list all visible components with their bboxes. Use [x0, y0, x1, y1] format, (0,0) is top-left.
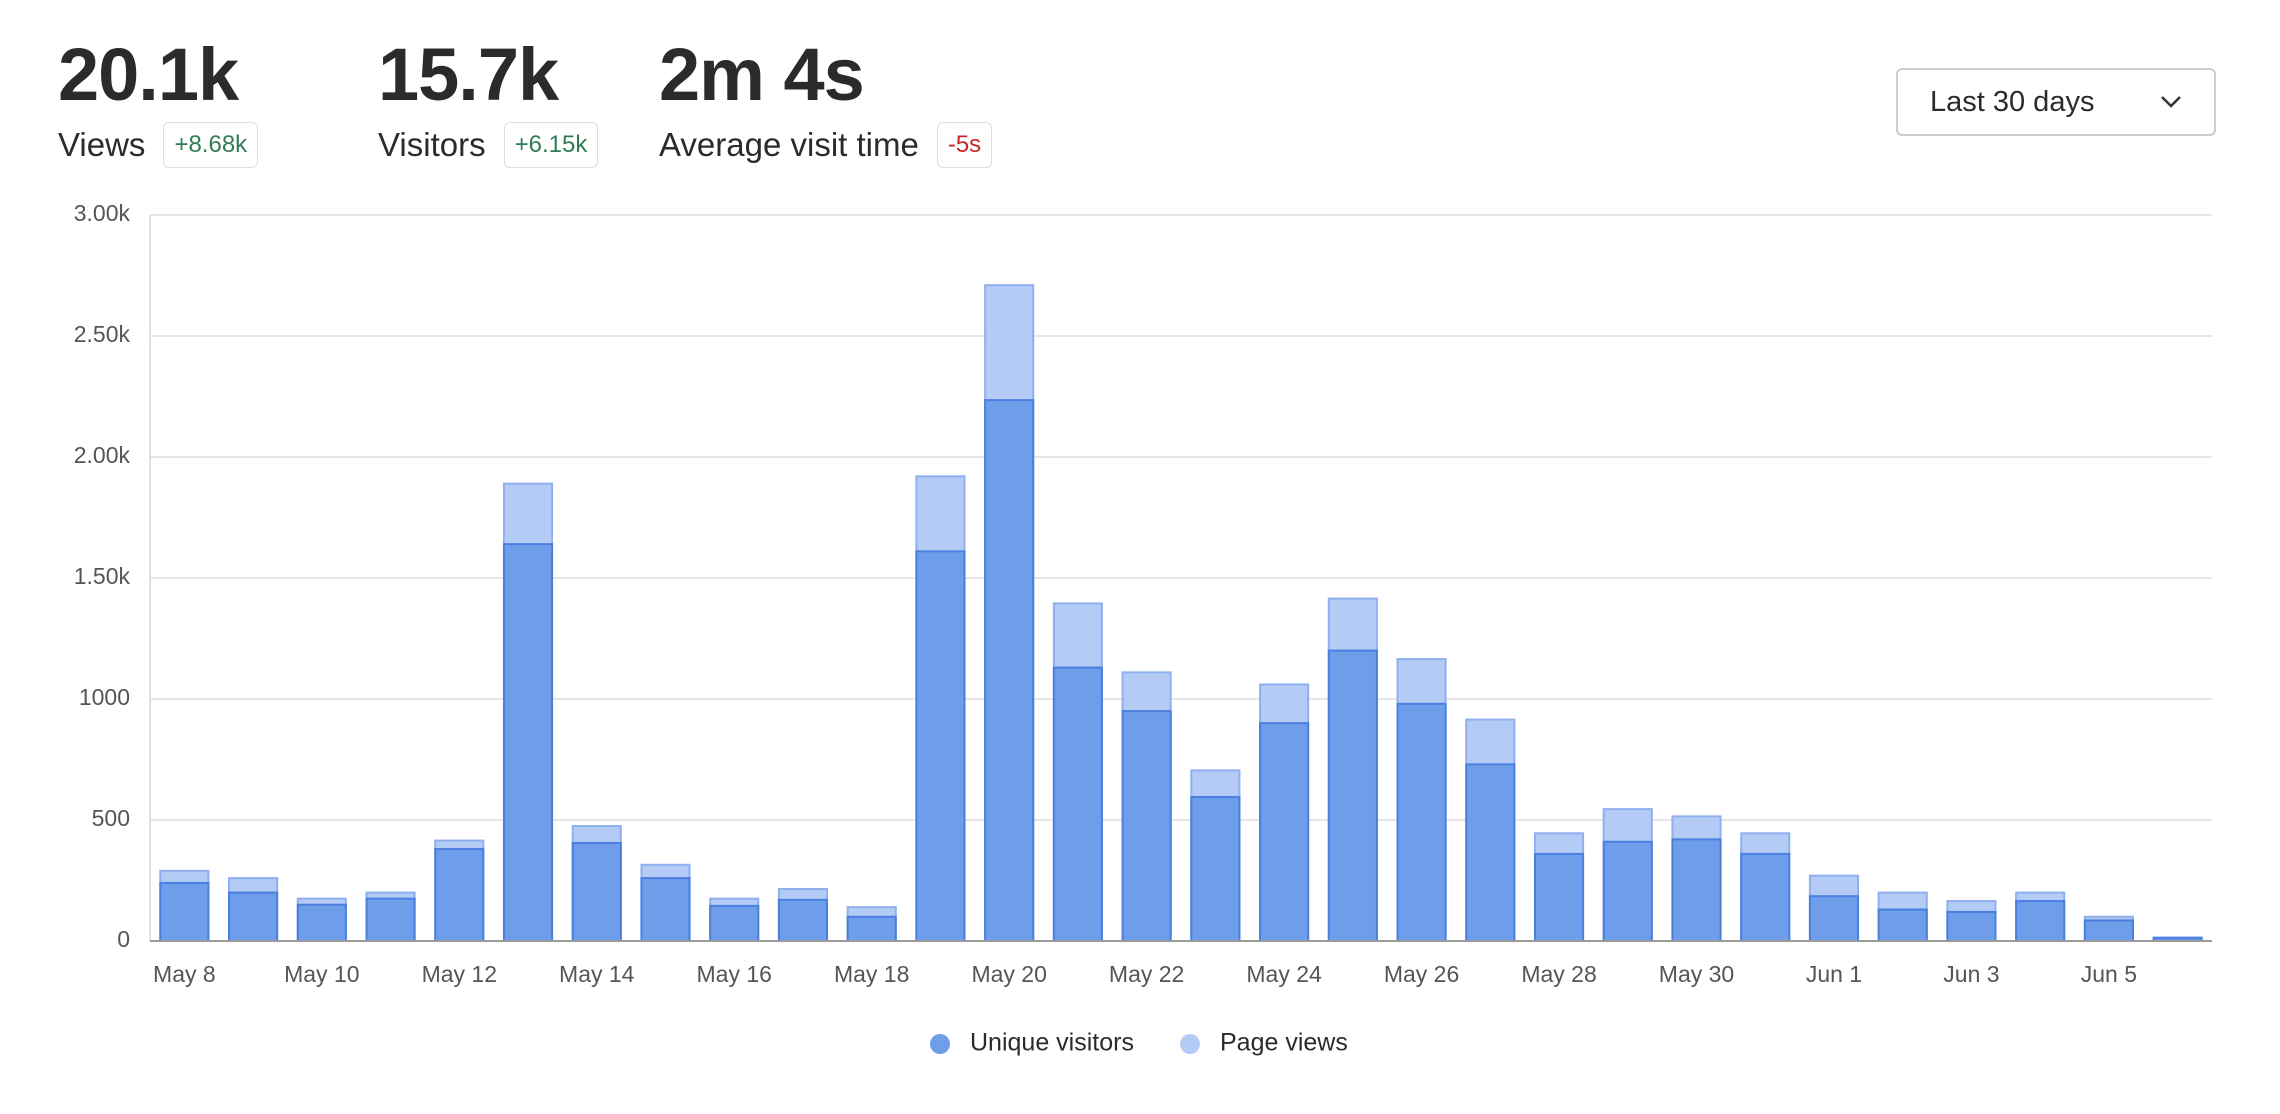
- date-range-dropdown[interactable]: Last 30 days: [1896, 68, 2216, 136]
- x-tick-label: May 26: [1384, 961, 1459, 987]
- bar: [571, 841, 622, 942]
- x-tick-label: May 8: [153, 961, 216, 987]
- legend-label: Page views: [1220, 1029, 1348, 1057]
- x-tick-label: May 30: [1659, 961, 1734, 987]
- stat-value: 15.7k: [378, 33, 559, 116]
- bar: [434, 848, 485, 942]
- bar: [296, 903, 347, 943]
- bar: [777, 898, 829, 942]
- bar: [365, 897, 416, 943]
- x-tick-label: May 22: [1109, 961, 1184, 987]
- y-tick-label: 2.00k: [74, 442, 131, 468]
- x-tick-label: May 18: [834, 961, 909, 987]
- bar: [846, 915, 897, 942]
- bar: [640, 877, 691, 943]
- stat-label: Visitors: [378, 126, 486, 163]
- stat-label: Views: [58, 126, 146, 163]
- y-tick-label: 3.00k: [74, 200, 131, 226]
- x-tick-label: Jun 5: [2081, 961, 2137, 987]
- stat: 2m 4s Average visit time -5s: [659, 30, 993, 168]
- bar: [915, 550, 966, 942]
- bar: [1946, 910, 1997, 943]
- bar: [2015, 900, 2066, 943]
- bar: [1052, 666, 1103, 942]
- x-tick-label: May 24: [1246, 961, 1322, 987]
- bar: [1808, 895, 1860, 942]
- stat-change: -5s: [936, 122, 993, 168]
- stat-value: 20.1k: [58, 33, 239, 116]
- stat-label: Average visit time: [659, 126, 919, 163]
- bar: [1121, 710, 1172, 942]
- dropdown-label: Last 30 days: [1930, 85, 2095, 118]
- x-tick-label: May 28: [1521, 961, 1596, 987]
- bar: [1190, 796, 1241, 943]
- y-tick-label: 1000: [79, 684, 130, 710]
- bar: [2083, 919, 2134, 942]
- x-tick-label: May 16: [697, 961, 772, 987]
- bar: [159, 881, 210, 942]
- bar: [1396, 702, 1447, 943]
- y-tick-label: 1.50k: [74, 563, 131, 589]
- x-tick-label: Jun 1: [1806, 961, 1862, 987]
- chevron-icon: [2161, 96, 2181, 108]
- bar: [709, 904, 760, 942]
- x-tick-label: May 10: [284, 961, 359, 987]
- legend-swatch: [930, 1034, 950, 1054]
- stat-change: +8.68k: [163, 122, 259, 168]
- stat-value: 2m 4s: [659, 33, 865, 116]
- bar: [1602, 840, 1653, 943]
- y-tick-label: 2.50k: [74, 321, 131, 347]
- legend-swatch: [1180, 1034, 1200, 1054]
- bar: [1327, 649, 1378, 942]
- bar: [1259, 722, 1310, 943]
- bar: [984, 399, 1035, 942]
- x-tick-label: May 20: [971, 961, 1046, 987]
- x-tick-label: May 12: [422, 961, 497, 987]
- bar: [1877, 908, 1928, 942]
- bar: [1533, 852, 1585, 943]
- legend-label: Unique visitors: [970, 1029, 1134, 1057]
- bar: [502, 543, 554, 942]
- x-tick-label: Jun 3: [1943, 961, 1999, 987]
- bar: [1465, 763, 1516, 943]
- bar: [1671, 838, 1722, 942]
- stat-change: +6.15k: [503, 122, 599, 168]
- stat: 15.7k Visitors +6.15k: [378, 30, 599, 168]
- x-tick-label: May 14: [559, 961, 635, 987]
- stat: 20.1k Views +8.68k: [58, 30, 259, 168]
- y-tick-label: 500: [92, 805, 130, 831]
- y-tick-label: 0: [117, 926, 130, 952]
- bar: [1740, 852, 1791, 943]
- bar: [228, 891, 279, 942]
